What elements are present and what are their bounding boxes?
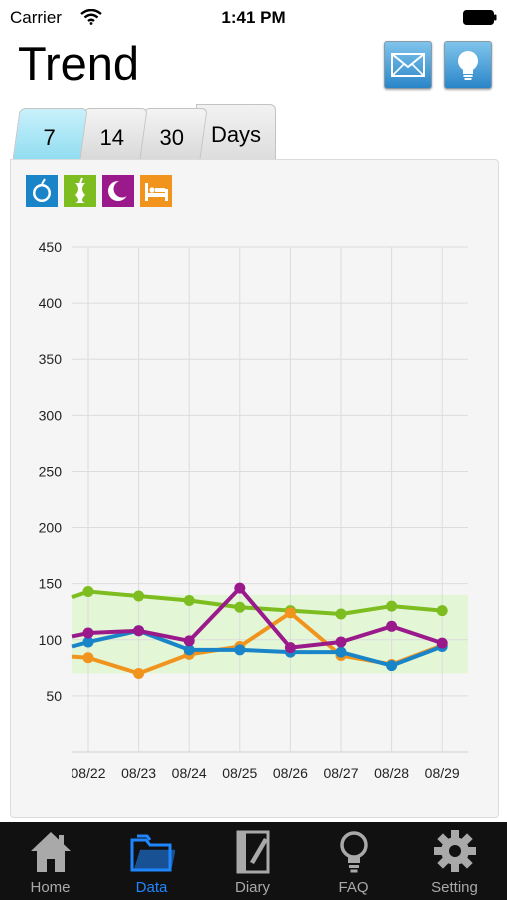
y-tick-label: 50 — [46, 688, 62, 704]
carrier-label: Carrier — [10, 8, 62, 27]
y-tick-label: 250 — [39, 463, 63, 479]
data-point — [133, 667, 145, 679]
tab-label: Setting — [431, 879, 478, 896]
lightbulb-icon — [458, 51, 478, 80]
trend-line-chart: 50 100 150 200 250 300 350 400 450 08/22 08/23 08/2… — [38, 239, 468, 788]
data-point — [234, 601, 246, 613]
wifi-icon — [80, 9, 102, 25]
y-tick-label: 200 — [39, 520, 63, 536]
folder-icon — [130, 834, 175, 872]
data-point — [335, 608, 347, 620]
page-title: Trend — [18, 37, 140, 90]
clock: 1:41 PM — [221, 8, 286, 27]
y-tick-label: 300 — [39, 407, 63, 423]
data-point — [234, 644, 246, 656]
range-tabs: Days 30 14 7 — [10, 104, 276, 161]
data-point — [82, 586, 94, 598]
chart-panel — [10, 159, 499, 818]
data-point — [335, 646, 347, 658]
tips-button[interactable] — [444, 41, 492, 89]
data-point — [183, 644, 195, 656]
tab-label: Diary — [234, 879, 270, 896]
data-point — [335, 636, 347, 648]
legend-bed[interactable] — [140, 175, 172, 207]
moon-icon — [102, 175, 134, 207]
tab-label: FAQ — [338, 879, 369, 896]
label-clip-mask — [48, 758, 72, 788]
x-tick-label: 08/24 — [172, 765, 207, 781]
tab-faq[interactable]: FAQ — [303, 822, 404, 900]
mail-button[interactable] — [384, 41, 432, 89]
data-point — [82, 652, 94, 664]
data-point — [284, 607, 296, 619]
x-tick-label: 08/22 — [70, 765, 105, 781]
days-label: Days — [210, 122, 262, 147]
data-point — [183, 595, 195, 606]
legend-apple[interactable] — [26, 175, 58, 207]
y-tick-label: 100 — [39, 632, 63, 648]
days-unit-box: Days — [196, 104, 276, 161]
data-point — [386, 600, 398, 612]
tab-setting[interactable]: Setting — [404, 822, 505, 900]
diary-icon — [236, 830, 270, 874]
y-tick-label: 150 — [39, 576, 63, 592]
status-bar: Carrier 1:41 PM — [0, 0, 507, 36]
data-point — [234, 582, 246, 594]
data-point — [133, 590, 145, 602]
gear-icon — [434, 830, 476, 872]
x-tick-label: 08/25 — [222, 765, 257, 781]
tab-label: Home — [30, 879, 71, 896]
tab-home[interactable]: Home — [0, 822, 101, 900]
tab-label: Data — [135, 879, 168, 896]
x-tick-label: 08/28 — [374, 765, 409, 781]
data-point — [284, 642, 296, 654]
x-tick-label: 08/27 — [323, 765, 358, 781]
data-point — [82, 636, 94, 648]
legend-apple-core[interactable] — [64, 175, 96, 207]
x-tick-label: 08/23 — [121, 765, 156, 781]
apple-icon — [26, 175, 58, 207]
battery-icon — [463, 10, 497, 25]
legend-moon[interactable] — [102, 175, 134, 207]
data-point — [183, 635, 195, 647]
tab-data[interactable]: Data — [101, 822, 202, 900]
bed-icon — [140, 175, 172, 207]
data-point — [386, 660, 398, 672]
data-point — [436, 605, 448, 617]
data-point — [436, 637, 448, 649]
lightbulb-icon — [340, 831, 368, 873]
apple-core-icon — [64, 175, 96, 207]
x-tick-label: 08/29 — [425, 765, 460, 781]
mail-icon — [391, 53, 425, 77]
data-point — [82, 627, 94, 639]
home-icon — [31, 832, 71, 872]
tab-diary[interactable]: Diary — [202, 822, 303, 900]
data-point — [386, 620, 398, 632]
bottom-tab-bar: Home Data Diary FAQ — [0, 822, 507, 900]
data-point — [133, 625, 145, 637]
y-tick-label: 350 — [39, 351, 63, 367]
y-tick-label: 450 — [39, 239, 63, 255]
x-tick-label: 08/26 — [273, 765, 308, 781]
y-tick-label: 400 — [39, 295, 63, 311]
